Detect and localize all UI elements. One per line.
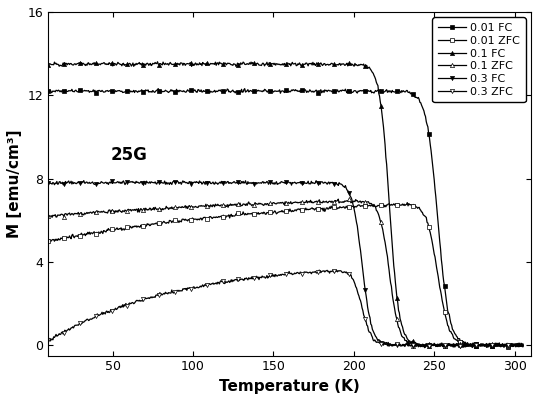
0.1 FC	[168, 61, 174, 66]
X-axis label: Temperature (K): Temperature (K)	[219, 379, 360, 394]
0.3 FC	[260, 181, 267, 186]
0.3 ZFC	[422, 344, 429, 349]
0.01 FC	[260, 89, 267, 93]
0.1 ZFC	[325, 200, 331, 205]
0.1 FC	[260, 62, 267, 67]
Line: 0.1 ZFC: 0.1 ZFC	[46, 197, 525, 350]
0.3 FC	[325, 180, 332, 184]
0.01 ZFC	[260, 211, 266, 216]
0.01 ZFC	[362, 204, 369, 209]
0.3 ZFC	[129, 300, 136, 305]
0.1 FC	[363, 63, 369, 68]
Line: 0.3 ZFC: 0.3 ZFC	[46, 268, 525, 349]
0.3 FC	[363, 293, 369, 298]
Line: 0.1 FC: 0.1 FC	[46, 60, 525, 349]
0.01 ZFC	[520, 344, 526, 348]
0.1 ZFC	[520, 342, 526, 347]
0.01 ZFC	[402, 203, 409, 207]
0.3 ZFC	[167, 291, 173, 296]
Line: 0.01 ZFC: 0.01 ZFC	[46, 200, 525, 349]
0.1 ZFC	[167, 205, 173, 210]
0.3 FC	[130, 180, 136, 185]
0.01 FC	[363, 89, 369, 93]
0.3 FC	[45, 181, 51, 186]
0.3 FC	[469, 345, 476, 350]
0.01 FC	[520, 344, 526, 349]
0.1 FC	[325, 63, 332, 68]
0.01 FC	[325, 88, 332, 93]
Legend: 0.01 FC, 0.01 ZFC, 0.1 FC, 0.1 ZFC, 0.3 FC, 0.3 ZFC: 0.01 FC, 0.01 ZFC, 0.1 FC, 0.1 ZFC, 0.3 …	[433, 18, 526, 103]
0.1 FC	[154, 59, 161, 64]
0.01 FC	[404, 88, 410, 93]
Line: 0.01 FC: 0.01 FC	[46, 87, 525, 349]
0.3 ZFC	[404, 341, 410, 346]
0.3 ZFC	[520, 342, 526, 346]
0.1 ZFC	[45, 214, 51, 219]
0.3 FC	[520, 343, 526, 348]
0.3 FC	[81, 178, 87, 183]
0.3 ZFC	[260, 275, 266, 279]
0.1 ZFC	[129, 208, 136, 213]
0.1 FC	[129, 63, 136, 67]
0.3 ZFC	[325, 269, 332, 273]
Text: 25G: 25G	[111, 146, 148, 164]
0.01 ZFC	[404, 200, 410, 205]
0.3 ZFC	[363, 319, 369, 324]
Y-axis label: M [emu/cm³]: M [emu/cm³]	[7, 130, 22, 238]
0.01 ZFC	[45, 238, 51, 243]
0.1 ZFC	[363, 200, 369, 205]
0.1 ZFC	[335, 197, 342, 202]
0.01 FC	[505, 345, 511, 350]
0.1 ZFC	[421, 345, 428, 350]
0.1 FC	[520, 343, 526, 348]
0.01 ZFC	[325, 207, 331, 212]
0.3 FC	[404, 342, 410, 346]
0.01 ZFC	[487, 345, 494, 350]
0.01 FC	[168, 87, 174, 92]
0.1 FC	[404, 334, 410, 339]
0.3 ZFC	[45, 338, 51, 342]
0.1 FC	[506, 345, 513, 350]
0.01 FC	[155, 86, 161, 91]
0.1 ZFC	[260, 203, 266, 207]
0.3 FC	[168, 181, 174, 186]
Line: 0.3 FC: 0.3 FC	[46, 178, 525, 350]
0.3 ZFC	[316, 268, 322, 273]
0.1 ZFC	[404, 338, 410, 343]
0.1 FC	[45, 63, 51, 67]
0.01 FC	[129, 89, 136, 94]
0.01 ZFC	[167, 218, 173, 223]
0.01 ZFC	[129, 225, 136, 230]
0.01 FC	[45, 89, 51, 93]
